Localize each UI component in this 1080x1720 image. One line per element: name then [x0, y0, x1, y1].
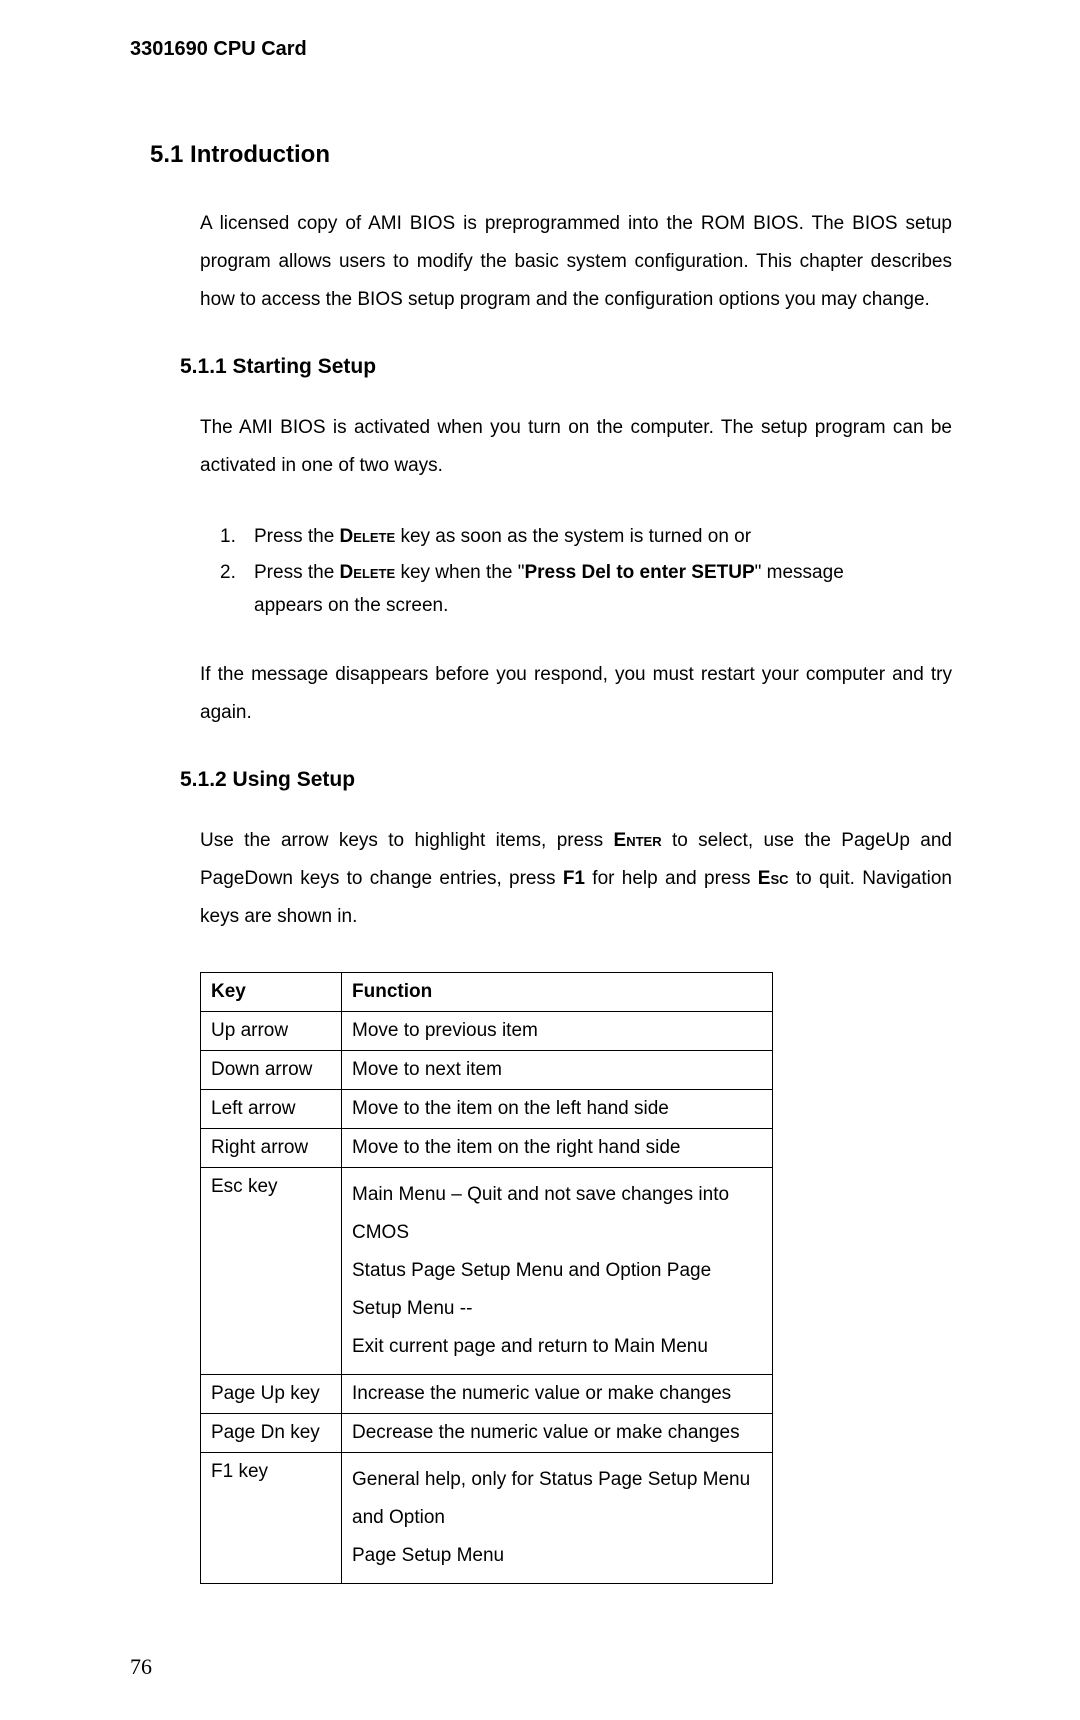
table-cell-key: Up arrow — [201, 1011, 342, 1050]
list-item: 1. Press the Delete key as soon as the s… — [220, 521, 912, 553]
table-cell-func: Move to next item — [342, 1050, 773, 1089]
table-header-row: Key Function — [201, 972, 773, 1011]
intro-paragraph: A licensed copy of AMI BIOS is preprogra… — [200, 205, 952, 319]
list-number: 1. — [220, 521, 254, 553]
table-cell-func: Move to previous item — [342, 1011, 773, 1050]
list-number: 2. — [220, 557, 254, 622]
text-run: for help and press — [585, 868, 758, 889]
table-row: Page Up key Increase the numeric value o… — [201, 1374, 773, 1413]
table-row: Left arrow Move to the item on the left … — [201, 1089, 773, 1128]
navigation-keys-table: Key Function Up arrow Move to previous i… — [200, 972, 773, 1584]
list-text: Press the Delete key as soon as the syst… — [254, 521, 912, 553]
text-run: Use the arrow keys to highlight items, p… — [200, 830, 614, 851]
table-cell-key: Right arrow — [201, 1128, 342, 1167]
table-cell-key: Left arrow — [201, 1089, 342, 1128]
text-line: Page Setup Menu — [352, 1537, 762, 1575]
text-line: Status Page Setup Menu and Option Page S… — [352, 1252, 762, 1328]
text-line: Main Menu – Quit and not save changes in… — [352, 1176, 762, 1252]
text-run: key when the " — [395, 562, 524, 583]
table-cell-func: Move to the item on the left hand side — [342, 1089, 773, 1128]
text-run: Press the — [254, 526, 340, 547]
table-row: Esc key Main Menu – Quit and not save ch… — [201, 1167, 773, 1374]
paragraph-5-1-1-a: The AMI BIOS is activated when you turn … — [200, 409, 952, 485]
table-row: Down arrow Move to next item — [201, 1050, 773, 1089]
key-name: Delete — [340, 562, 396, 583]
paragraph-5-1-1-b: If the message disappears before you res… — [200, 656, 952, 732]
table-row: Up arrow Move to previous item — [201, 1011, 773, 1050]
section-heading-5-1-1: 5.1.1 Starting Setup — [180, 355, 952, 379]
table-cell-func: General help, only for Status Page Setup… — [342, 1452, 773, 1583]
table-cell-key: Page Up key — [201, 1374, 342, 1413]
section-heading-5-1-2: 5.1.2 Using Setup — [180, 768, 952, 792]
table-header-key: Key — [201, 972, 342, 1011]
table-cell-func: Decrease the numeric value or make chang… — [342, 1413, 773, 1452]
text-run: Press the — [254, 562, 340, 583]
paragraph-5-1-2: Use the arrow keys to highlight items, p… — [200, 822, 952, 936]
list-item: 2. Press the Delete key when the "Press … — [220, 557, 912, 622]
ordered-list: 1. Press the Delete key as soon as the s… — [220, 521, 912, 622]
table-cell-func: Main Menu – Quit and not save changes in… — [342, 1167, 773, 1374]
table-row: Page Dn key Decrease the numeric value o… — [201, 1413, 773, 1452]
page-header: 3301690 CPU Card — [130, 38, 952, 61]
key-name: Esc — [758, 868, 789, 889]
key-name: Delete — [340, 526, 396, 547]
table-cell-key: Down arrow — [201, 1050, 342, 1089]
document-page: 3301690 CPU Card 5.1 Introduction A lice… — [0, 0, 1080, 1720]
key-name: Enter — [614, 830, 662, 851]
bold-text: Press Del to enter SETUP — [524, 562, 754, 583]
text-line: Exit current page and return to Main Men… — [352, 1328, 762, 1366]
table-cell-func: Increase the numeric value or make chang… — [342, 1374, 773, 1413]
table-cell-key: Esc key — [201, 1167, 342, 1374]
table-cell-func: Move to the item on the right hand side — [342, 1128, 773, 1167]
key-name: F1 — [563, 868, 585, 889]
table-header-function: Function — [342, 972, 773, 1011]
section-heading-5-1: 5.1 Introduction — [150, 141, 952, 169]
table-row: Right arrow Move to the item on the righ… — [201, 1128, 773, 1167]
table-cell-key: F1 key — [201, 1452, 342, 1583]
table-row: F1 key General help, only for Status Pag… — [201, 1452, 773, 1583]
table-cell-key: Page Dn key — [201, 1413, 342, 1452]
list-text: Press the Delete key when the "Press Del… — [254, 557, 912, 622]
text-run: key as soon as the system is turned on o… — [395, 526, 751, 547]
page-number: 76 — [130, 1654, 952, 1680]
text-line: General help, only for Status Page Setup… — [352, 1461, 762, 1537]
